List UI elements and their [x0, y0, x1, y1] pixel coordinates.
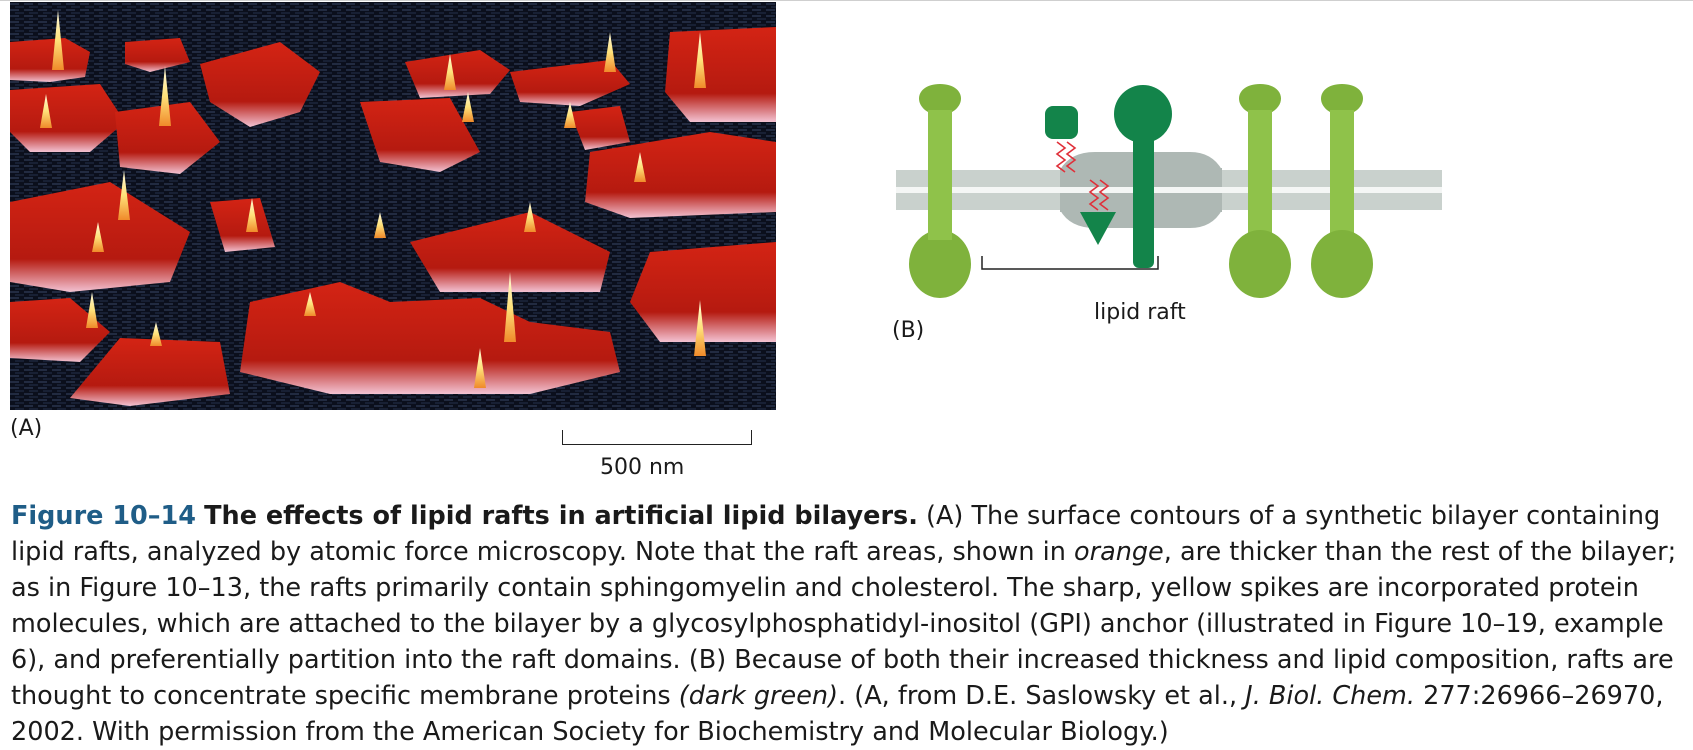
afm-surface-plot [10, 2, 776, 410]
scale-bar-label: 500 nm [600, 455, 685, 480]
raft-patch [405, 50, 510, 98]
raft-patch [10, 298, 110, 362]
caption-text-1: (A) The surface contours of a synthetic … [11, 501, 1661, 567]
caption-italic-dark-green: (dark green) [678, 681, 839, 711]
raft-patch [630, 242, 776, 342]
raft-transmembrane-protein [1114, 85, 1172, 268]
protein-spike [92, 222, 104, 252]
protein-spike [634, 152, 646, 182]
protein-spike [564, 102, 576, 128]
caption-text-3: . (A, from D.E. Saslowsky et al., [838, 681, 1246, 711]
transmembrane-protein-2 [1229, 84, 1291, 298]
lipid-anchor-outer [1055, 141, 1067, 173]
caption-text-4: 277:26966–26970, 2002. With permission f… [11, 681, 1664, 747]
protein-spike [52, 10, 64, 70]
protein-spike [504, 272, 516, 342]
panel-b-label: (B) [892, 318, 925, 343]
caption-text-2: , are thicker than the rest of the bilay… [11, 537, 1677, 711]
bilayer-gap [896, 187, 1442, 193]
protein-spike [694, 32, 706, 88]
protein-spike [86, 292, 98, 328]
lipid-anchor-inner [1088, 179, 1100, 211]
afm-image [10, 2, 776, 410]
membrane-svg [896, 84, 1442, 298]
scale-bar [562, 430, 752, 445]
raft-patch [115, 102, 220, 174]
raft-bracket [981, 256, 1159, 270]
figure-number: Figure 10–14 [11, 501, 197, 531]
gpi-anchored-protein [1045, 106, 1078, 139]
protein-spike [40, 94, 52, 128]
lipid-raft-label: lipid raft [1094, 300, 1186, 325]
raft-patch [240, 282, 620, 394]
protein-spike [474, 348, 486, 388]
raft-patch [510, 60, 630, 106]
inner-leaflet-protein [1080, 212, 1116, 245]
raft-patch [570, 106, 630, 150]
raft-patch [410, 212, 610, 292]
figure-caption: Figure 10–14 The effects of lipid rafts … [11, 498, 1683, 750]
protein-spike [374, 212, 386, 238]
protein-spike [694, 300, 706, 356]
raft-patch [210, 198, 275, 252]
protein-spike [118, 170, 130, 220]
protein-spike [444, 54, 456, 90]
raft-patch [200, 42, 320, 127]
raft-patch [10, 84, 125, 152]
raft-patch [585, 132, 776, 218]
protein-spike [159, 66, 171, 126]
protein-spike [462, 92, 474, 122]
raft-patch [360, 98, 480, 172]
transmembrane-protein-3 [1311, 84, 1373, 298]
lipid-anchor-outer-2 [1065, 141, 1077, 173]
protein-spike [524, 202, 536, 232]
lipid-anchor-inner-2 [1098, 179, 1110, 211]
figure-title: The effects of lipid rafts in artificial… [204, 501, 918, 531]
raft-patch [125, 38, 190, 72]
raft-patch [665, 27, 776, 122]
protein-spike [304, 292, 316, 316]
transmembrane-protein-1 [909, 84, 971, 298]
raft-patch [10, 38, 90, 82]
caption-italic-orange: orange [1073, 537, 1164, 567]
top-border [0, 0, 1693, 1]
membrane-diagram [890, 80, 1450, 300]
protein-spike [604, 32, 616, 72]
protein-spike [150, 322, 162, 346]
protein-spike [246, 198, 258, 232]
panel-a-label: (A) [10, 416, 43, 441]
caption-italic-journal: J. Biol. Chem. [1245, 681, 1415, 711]
raft-patch [70, 338, 230, 406]
